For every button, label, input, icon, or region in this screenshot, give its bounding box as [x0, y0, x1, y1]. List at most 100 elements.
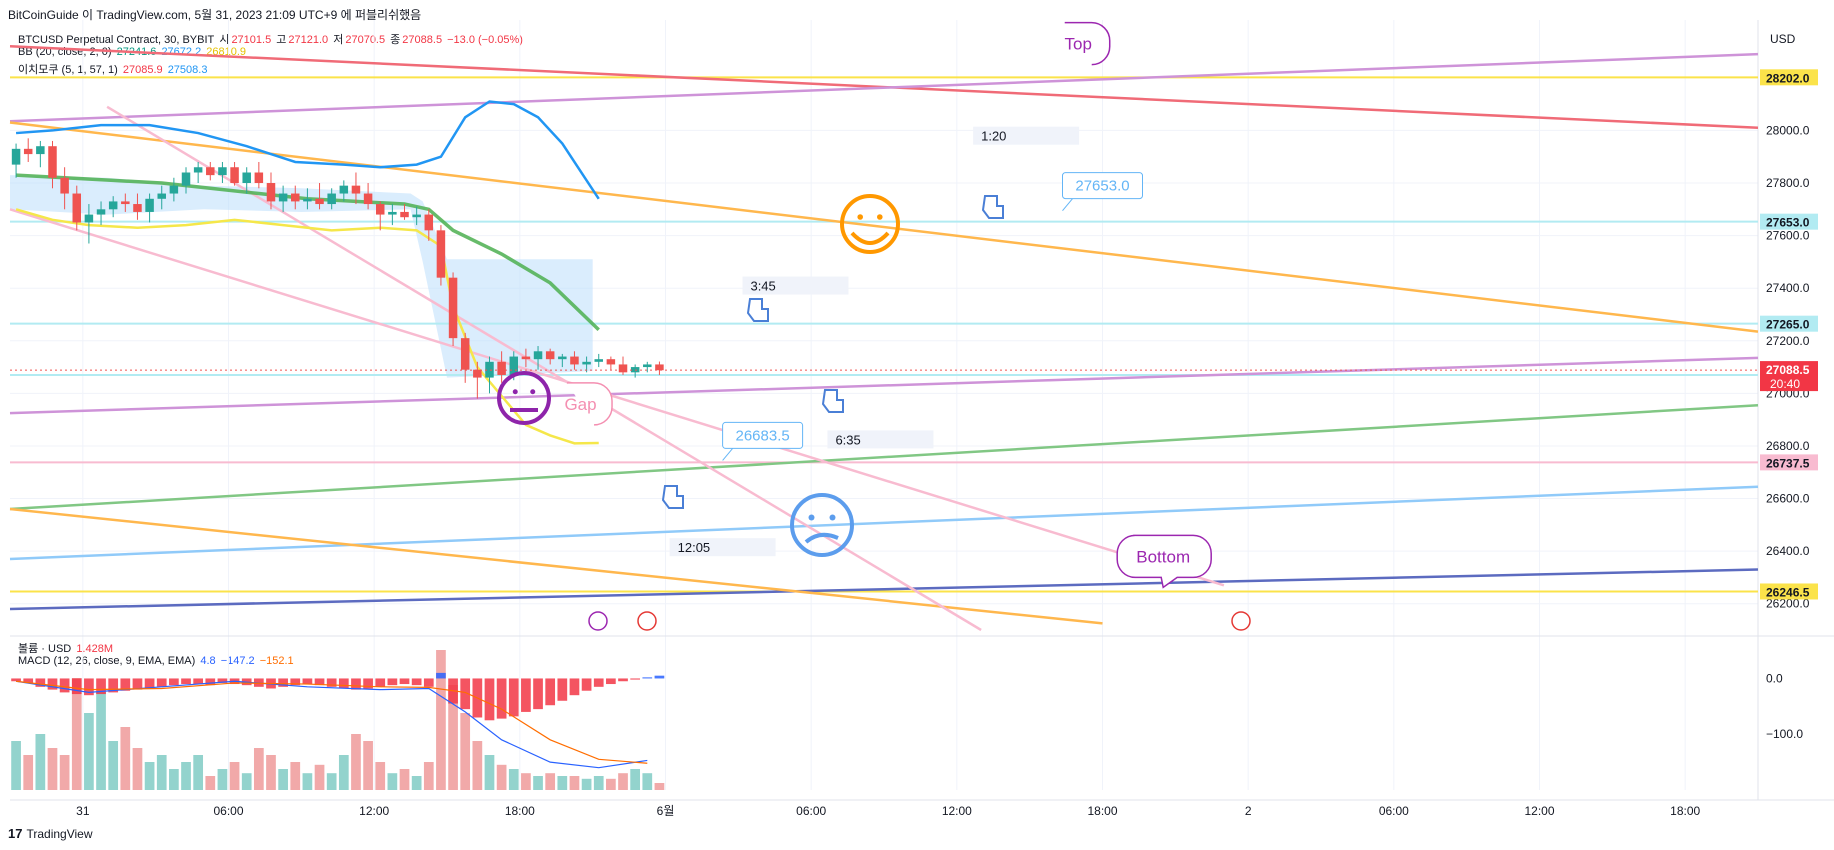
symbol-legend: BTCUSD Perpetual Contract, 30, BYBIT 시 27… — [18, 31, 525, 47]
level-price-label: 26246.5 — [1766, 585, 1810, 599]
candle-body — [436, 230, 446, 278]
emoji-eye-icon — [530, 389, 536, 395]
macd-hist-bar — [35, 678, 46, 687]
level-price-tag — [1760, 583, 1818, 600]
tradingview-logo: 17 — [8, 826, 23, 841]
macd-hist-bar — [59, 678, 70, 693]
candle-body — [60, 177, 69, 194]
macd-signal-value: −152.1 — [259, 655, 294, 667]
candle-body — [485, 361, 494, 378]
macd-hist-bar — [533, 678, 543, 710]
time-note-box — [827, 430, 934, 449]
change-value: −13.0 (−0.05%) — [447, 34, 523, 46]
candle-body — [315, 198, 324, 205]
macd-hist-bar — [217, 678, 228, 683]
level-price-label: 28202.0 — [1766, 71, 1810, 85]
time-note-text: 6:35 — [835, 432, 860, 447]
volume-bar — [84, 713, 94, 790]
candle-body — [606, 359, 616, 365]
emoji-eye-icon — [512, 389, 518, 395]
ichimoku-legend[interactable]: 이치모쿠 (5, 1, 57, 1) 27085.9 27508.3 — [18, 61, 209, 77]
volume-bar — [460, 713, 471, 790]
candle-body — [11, 148, 21, 165]
publisher-header: BitCoinGuide 이 TradingView.com, 5월 31, 2… — [8, 8, 422, 22]
event-flag-icon — [637, 611, 657, 631]
trend-line — [9, 356, 1759, 415]
bb-upper-line — [15, 100, 600, 200]
candle-body — [72, 193, 82, 223]
volume-bar — [302, 773, 313, 790]
emoji-eye-icon — [829, 514, 836, 521]
volume-bar — [593, 776, 604, 790]
callout-bubble — [1116, 534, 1212, 589]
volume-bar — [338, 755, 349, 790]
candle-body — [460, 338, 470, 370]
macd-line-value: −147.2 — [220, 655, 255, 667]
volume-bar — [326, 773, 337, 790]
volume-bar — [533, 776, 543, 790]
volume-legend[interactable]: 볼륨 · USD 1.428M — [18, 640, 115, 656]
volume-bar — [314, 764, 325, 790]
macd-hist-bar — [387, 678, 398, 686]
macd-hist-bar — [569, 678, 580, 696]
event-lightning-icon — [588, 611, 608, 631]
candle-body — [157, 193, 166, 199]
time-note-text: 12:05 — [678, 540, 711, 555]
volume-bar — [156, 755, 167, 790]
volume-bar — [181, 762, 191, 790]
trend-line — [9, 568, 1759, 611]
candle-body — [181, 172, 191, 186]
candle-body — [23, 148, 33, 155]
candle-body — [558, 356, 567, 360]
candle-body — [266, 183, 276, 202]
level-price-label: 27265.0 — [1766, 318, 1810, 332]
price-note-pointer — [722, 448, 733, 461]
time-tick-label: 06:00 — [1379, 804, 1409, 818]
macd-hist-bar — [436, 672, 446, 679]
macd-legend[interactable]: MACD (12, 26, close, 9, EMA, EMA) 4.8 −1… — [18, 655, 296, 667]
time-note-text: 1:20 — [981, 129, 1006, 144]
emoji-face-icon — [790, 493, 854, 557]
macd-hist-bar — [144, 678, 155, 689]
macd-hist-bar — [96, 678, 106, 695]
macd-hist-bar — [521, 678, 531, 712]
hand-pointer-icon — [661, 485, 684, 509]
currency-label: USD — [1770, 32, 1796, 46]
volume-bar — [630, 769, 641, 790]
emoji-eye-icon — [857, 214, 863, 220]
macd-hist-value: 4.8 — [200, 655, 216, 667]
volume-bar — [23, 755, 34, 790]
candle-body — [291, 193, 300, 202]
volume-bar — [363, 741, 373, 790]
low-label: 저 — [333, 34, 344, 46]
time-tick-label: 18:00 — [1087, 804, 1117, 818]
volume-bar — [521, 773, 531, 790]
candle-body — [108, 201, 118, 210]
time-tick-label: 06:00 — [213, 804, 243, 818]
macd-hist-bar — [593, 678, 604, 687]
candle-body — [497, 361, 506, 375]
volume-bar — [618, 773, 628, 790]
symbol-name[interactable]: BTCUSD Perpetual Contract, 30, BYBIT — [18, 34, 215, 46]
trend-line — [9, 507, 1103, 625]
macd-hist-bar — [302, 678, 313, 685]
last-price-timer: 20:40 — [1770, 377, 1800, 391]
candle-body — [655, 364, 664, 371]
candle-body — [133, 204, 142, 212]
price-note-box — [722, 421, 804, 449]
price-note-box — [1062, 172, 1143, 200]
time-note-box — [973, 126, 1080, 145]
volume-bar — [266, 755, 276, 790]
candle-body — [594, 359, 603, 362]
candle-body — [327, 193, 336, 205]
volume-bar — [508, 769, 519, 790]
ichi-label: 이치모쿠 (5, 1, 57, 1) — [18, 64, 118, 76]
macd-hist-bar — [630, 678, 641, 680]
macd-hist-bar — [399, 678, 410, 685]
time-note-box — [742, 276, 849, 295]
trend-line — [9, 208, 1225, 587]
volume-bar — [642, 773, 653, 790]
tradingview-footer[interactable]: 17 TradingView — [8, 826, 93, 841]
trend-line — [9, 121, 1759, 333]
